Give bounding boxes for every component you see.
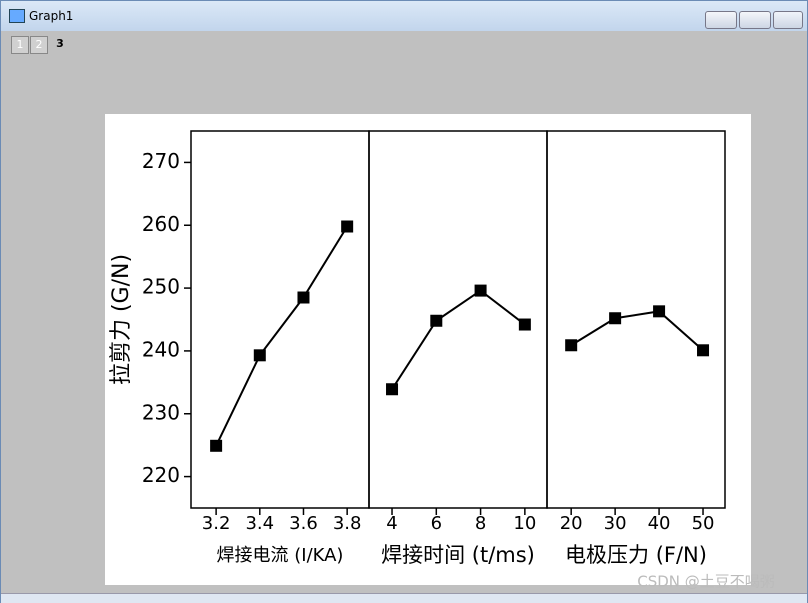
marker bbox=[653, 305, 666, 318]
marker bbox=[210, 439, 223, 452]
x-tick-label: 8 bbox=[475, 513, 486, 534]
y-tick-label: 260 bbox=[142, 212, 180, 236]
line bbox=[215, 225, 349, 447]
layer-tab[interactable]: 3 bbox=[56, 37, 64, 50]
y-axis-label: 拉剪力 (G/N) bbox=[109, 254, 134, 385]
maximize-button[interactable] bbox=[739, 11, 771, 29]
x-tick-label: 3.4 bbox=[245, 513, 274, 534]
x-axis-label: 焊接电流 (I/KA) bbox=[217, 545, 344, 566]
marker bbox=[697, 344, 710, 357]
minimize-button[interactable] bbox=[705, 11, 737, 29]
x-tick-label: 40 bbox=[648, 513, 671, 534]
marker bbox=[386, 383, 399, 396]
x-tick-label: 50 bbox=[692, 513, 715, 534]
marker bbox=[474, 284, 487, 297]
marker bbox=[565, 339, 578, 352]
marker bbox=[297, 291, 310, 304]
marker bbox=[609, 312, 622, 325]
x-tick-label: 3.8 bbox=[333, 513, 362, 534]
marker bbox=[430, 314, 443, 327]
y-tick-label: 220 bbox=[142, 463, 180, 487]
x-tick-label: 20 bbox=[560, 513, 583, 534]
x-axis-label: 焊接时间 (t/ms) bbox=[381, 543, 535, 567]
marker bbox=[341, 220, 354, 233]
graph-page bbox=[105, 114, 751, 585]
marker bbox=[518, 318, 531, 331]
x-tick-label: 3.6 bbox=[289, 513, 318, 534]
line bbox=[570, 310, 704, 352]
x-tick-label: 10 bbox=[513, 513, 536, 534]
x-tick-label: 30 bbox=[604, 513, 627, 534]
title-bar: Graph1 bbox=[1, 1, 807, 31]
y-tick-label: 270 bbox=[142, 149, 180, 173]
window-icon bbox=[9, 9, 25, 23]
watermark: CSDN @土豆不喝粥 bbox=[637, 573, 775, 591]
y-tick-label: 230 bbox=[142, 400, 180, 424]
marker bbox=[253, 349, 266, 362]
y-tick-label: 240 bbox=[142, 337, 180, 361]
line bbox=[391, 289, 526, 390]
x-tick-label: 4 bbox=[386, 513, 397, 534]
x-tick-label: 3.2 bbox=[202, 513, 231, 534]
window-title: Graph1 bbox=[29, 9, 74, 23]
close-button[interactable] bbox=[773, 11, 803, 29]
layer-tab[interactable]: 1 bbox=[11, 36, 29, 54]
y-tick-label: 250 bbox=[142, 275, 180, 299]
plot-frame bbox=[546, 130, 726, 509]
x-tick-label: 6 bbox=[431, 513, 442, 534]
x-axis-label: 电极压力 (F/N) bbox=[565, 543, 707, 567]
status-bar bbox=[1, 593, 807, 603]
layer-tab[interactable]: 2 bbox=[30, 36, 48, 54]
